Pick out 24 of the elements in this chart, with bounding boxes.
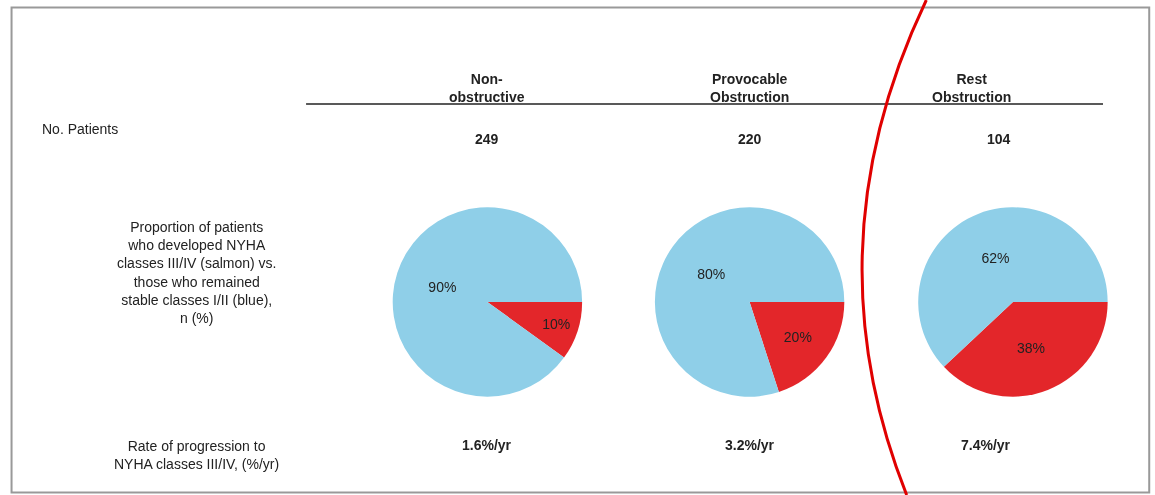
chart-title: Rest Obstruction <box>932 71 1012 106</box>
pie-slice <box>392 207 583 397</box>
text: 3.2%/yr <box>725 437 775 453</box>
pie-slice <box>487 301 583 358</box>
data-label: 38% <box>1016 339 1046 356</box>
pie-slice <box>655 207 845 397</box>
pie-slice <box>943 301 1108 397</box>
data-label: 20% <box>783 329 812 346</box>
chart-title: Provocable Obstruction <box>710 71 790 106</box>
pie-slice <box>918 207 1108 367</box>
text: 7.4%/yr <box>961 437 1011 453</box>
data-label: 80% <box>697 266 726 283</box>
text: No. Patients <box>42 121 119 137</box>
text: Proportion of patients who developed NYHA classes III/IV (salmon) vs. those who remained stable classes I/II (blue), n (%) <box>117 219 277 326</box>
data-label: 10% <box>542 316 571 333</box>
chart-title: Non- obstructive <box>449 71 525 106</box>
text: 104 <box>987 131 1011 147</box>
text: 220 <box>738 131 762 147</box>
text: 249 <box>475 131 499 147</box>
text: 1.6%/yr <box>462 437 512 453</box>
pie-slice <box>749 301 845 393</box>
text: Rate of progression to NYHA classes III/IV, (%/yr) <box>114 438 280 473</box>
data-label: 90% <box>428 279 457 296</box>
data-label: 62% <box>981 249 1010 266</box>
